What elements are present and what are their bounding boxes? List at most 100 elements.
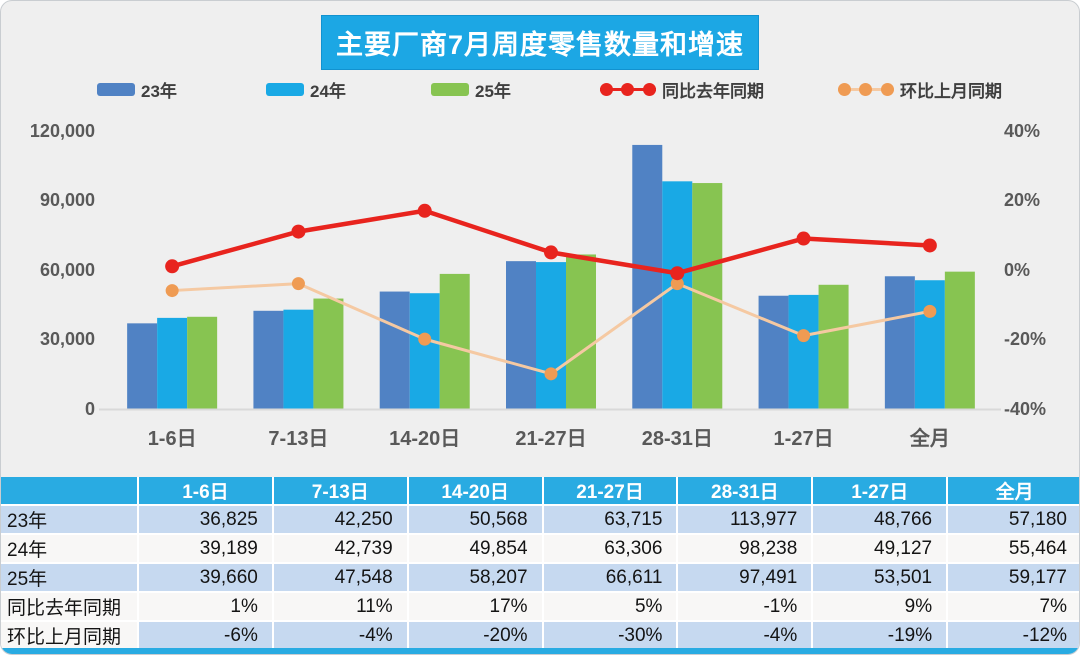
table-cell: 57,180	[948, 506, 1079, 533]
table-cell: 36,825	[139, 506, 272, 533]
legend-label: 24年	[310, 81, 346, 101]
marker-同比去年同期-7-13日	[291, 224, 306, 239]
table-cell: 5%	[543, 593, 677, 620]
table-row-label: 环比上月同期	[1, 622, 137, 649]
table-cell: 11%	[273, 593, 407, 620]
legend-label: 23年	[141, 81, 177, 101]
legend-bar-swatch-icon	[266, 82, 304, 96]
table-cell: 53,501	[813, 564, 947, 591]
bar-24年-21-27日	[536, 262, 566, 409]
table-cell: 48,766	[813, 506, 947, 533]
table-header-cell: 7-13日	[273, 477, 407, 504]
table-cell: 49,127	[813, 535, 947, 562]
marker-同比去年同期-21-27日	[544, 245, 558, 260]
bar-24年-7-13日	[283, 309, 314, 409]
table-cell: 50,568	[408, 506, 542, 533]
data-table: 1-6日 7-13日 14-20日 21-27日 28-31日 1-27日 全月 23年 36,…	[1, 477, 1079, 649]
marker-同比去年同期-1-6日	[165, 259, 180, 274]
marker-同比去年同期-14-20日	[417, 203, 432, 218]
table-cell: 59,177	[948, 564, 1079, 591]
table-cell: 39,660	[139, 564, 272, 591]
marker-同比去年同期-全月	[922, 238, 937, 253]
table-cell: 9%	[813, 593, 947, 620]
table-cell: 49,854	[408, 535, 542, 562]
bar-23年-1-27日	[758, 295, 789, 409]
legend-item-同比去年同期: 同比去年同期	[600, 75, 764, 103]
table-row-label: 24年	[1, 535, 137, 562]
table-row-label: 23年	[1, 506, 137, 533]
table-cell: 58,207	[408, 564, 542, 591]
table-header-cell: 1-27日	[813, 477, 947, 504]
marker-环比上月同期-1-6日	[165, 284, 179, 298]
table-cell: 7%	[948, 593, 1079, 620]
table-cell: -4%	[273, 622, 407, 649]
marker-环比上月同期-全月	[923, 304, 937, 318]
table-header-cell: 14-20日	[408, 477, 542, 504]
bar-24年-全月	[914, 280, 945, 409]
legend-dot-icon	[621, 82, 634, 96]
legend-dot-icon	[838, 82, 851, 96]
bar-25年-21-27日	[566, 254, 596, 409]
table-row-label: 25年	[1, 564, 137, 591]
table-cell: 42,739	[273, 535, 407, 562]
legend-dot-icon	[600, 82, 613, 96]
bar-25年-7-13日	[313, 298, 344, 409]
chart-legend: 23年 24年 25年 同比去年同期 环比上月同期	[1, 75, 1079, 103]
table-header-cell	[1, 477, 137, 504]
legend-label: 同比去年同期	[662, 81, 764, 101]
bar-23年-21-27日	[506, 261, 536, 409]
table-cell: -19%	[813, 622, 947, 649]
bar-23年-全月	[884, 276, 915, 409]
legend-item-25年: 25年	[431, 75, 511, 103]
legend-line-marker-icon	[838, 82, 894, 97]
legend-label: 环比上月同期	[900, 81, 1002, 101]
table-header-cell: 全月	[948, 477, 1079, 504]
table-cell: 55,464	[948, 535, 1079, 562]
table-cell: 39,189	[139, 535, 272, 562]
legend-dot-icon	[881, 82, 894, 96]
marker-同比去年同期-1-27日	[796, 231, 811, 246]
table-cell: -30%	[543, 622, 677, 649]
chart-title: 主要厂商7月周度零售数量和增速	[320, 15, 760, 70]
table-cell: 63,715	[543, 506, 677, 533]
legend-bar-swatch-icon	[431, 82, 469, 96]
table-cell: 66,611	[543, 564, 677, 591]
table-cell: 113,977	[678, 506, 812, 533]
table-cell: -1%	[678, 593, 812, 620]
bar-25年-全月	[944, 271, 975, 409]
bar-24年-28-31日	[662, 181, 693, 409]
bar-23年-1-6日	[127, 323, 158, 409]
marker-环比上月同期-7-13日	[291, 277, 305, 291]
table-cell: 1%	[139, 593, 272, 620]
legend-label: 25年	[475, 81, 511, 101]
bar-24年-1-27日	[788, 294, 819, 409]
bar-24年-14-20日	[409, 293, 440, 409]
bar-23年-28-31日	[632, 144, 663, 409]
marker-环比上月同期-21-27日	[544, 367, 558, 381]
legend-line-marker-icon	[600, 82, 656, 97]
table-cell: -12%	[948, 622, 1079, 649]
bar-23年-7-13日	[253, 310, 284, 409]
bar-24年-1-6日	[157, 317, 188, 409]
legend-item-23年: 23年	[97, 75, 177, 103]
table-cell: 17%	[408, 593, 542, 620]
table-cell: -6%	[139, 622, 272, 649]
legend-item-24年: 24年	[266, 75, 346, 103]
table-cell: 63,306	[543, 535, 677, 562]
bar-25年-1-6日	[187, 316, 218, 409]
legend-dot-icon	[643, 82, 656, 96]
table-header-cell: 28-31日	[678, 477, 812, 504]
table-cell: 97,491	[678, 564, 812, 591]
marker-环比上月同期-1-27日	[797, 329, 811, 343]
table-cell: 42,250	[273, 506, 407, 533]
table-cell: -4%	[678, 622, 812, 649]
marker-环比上月同期-14-20日	[418, 332, 432, 346]
legend-item-环比上月同期: 环比上月同期	[838, 75, 1002, 103]
marker-同比去年同期-28-31日	[670, 266, 685, 281]
legend-dot-icon	[859, 82, 872, 96]
marker-环比上月同期-28-31日	[670, 277, 684, 291]
table-bottom-strip	[1, 648, 1079, 654]
legend-bar-swatch-icon	[97, 82, 135, 96]
bar-25年-14-20日	[439, 273, 470, 409]
